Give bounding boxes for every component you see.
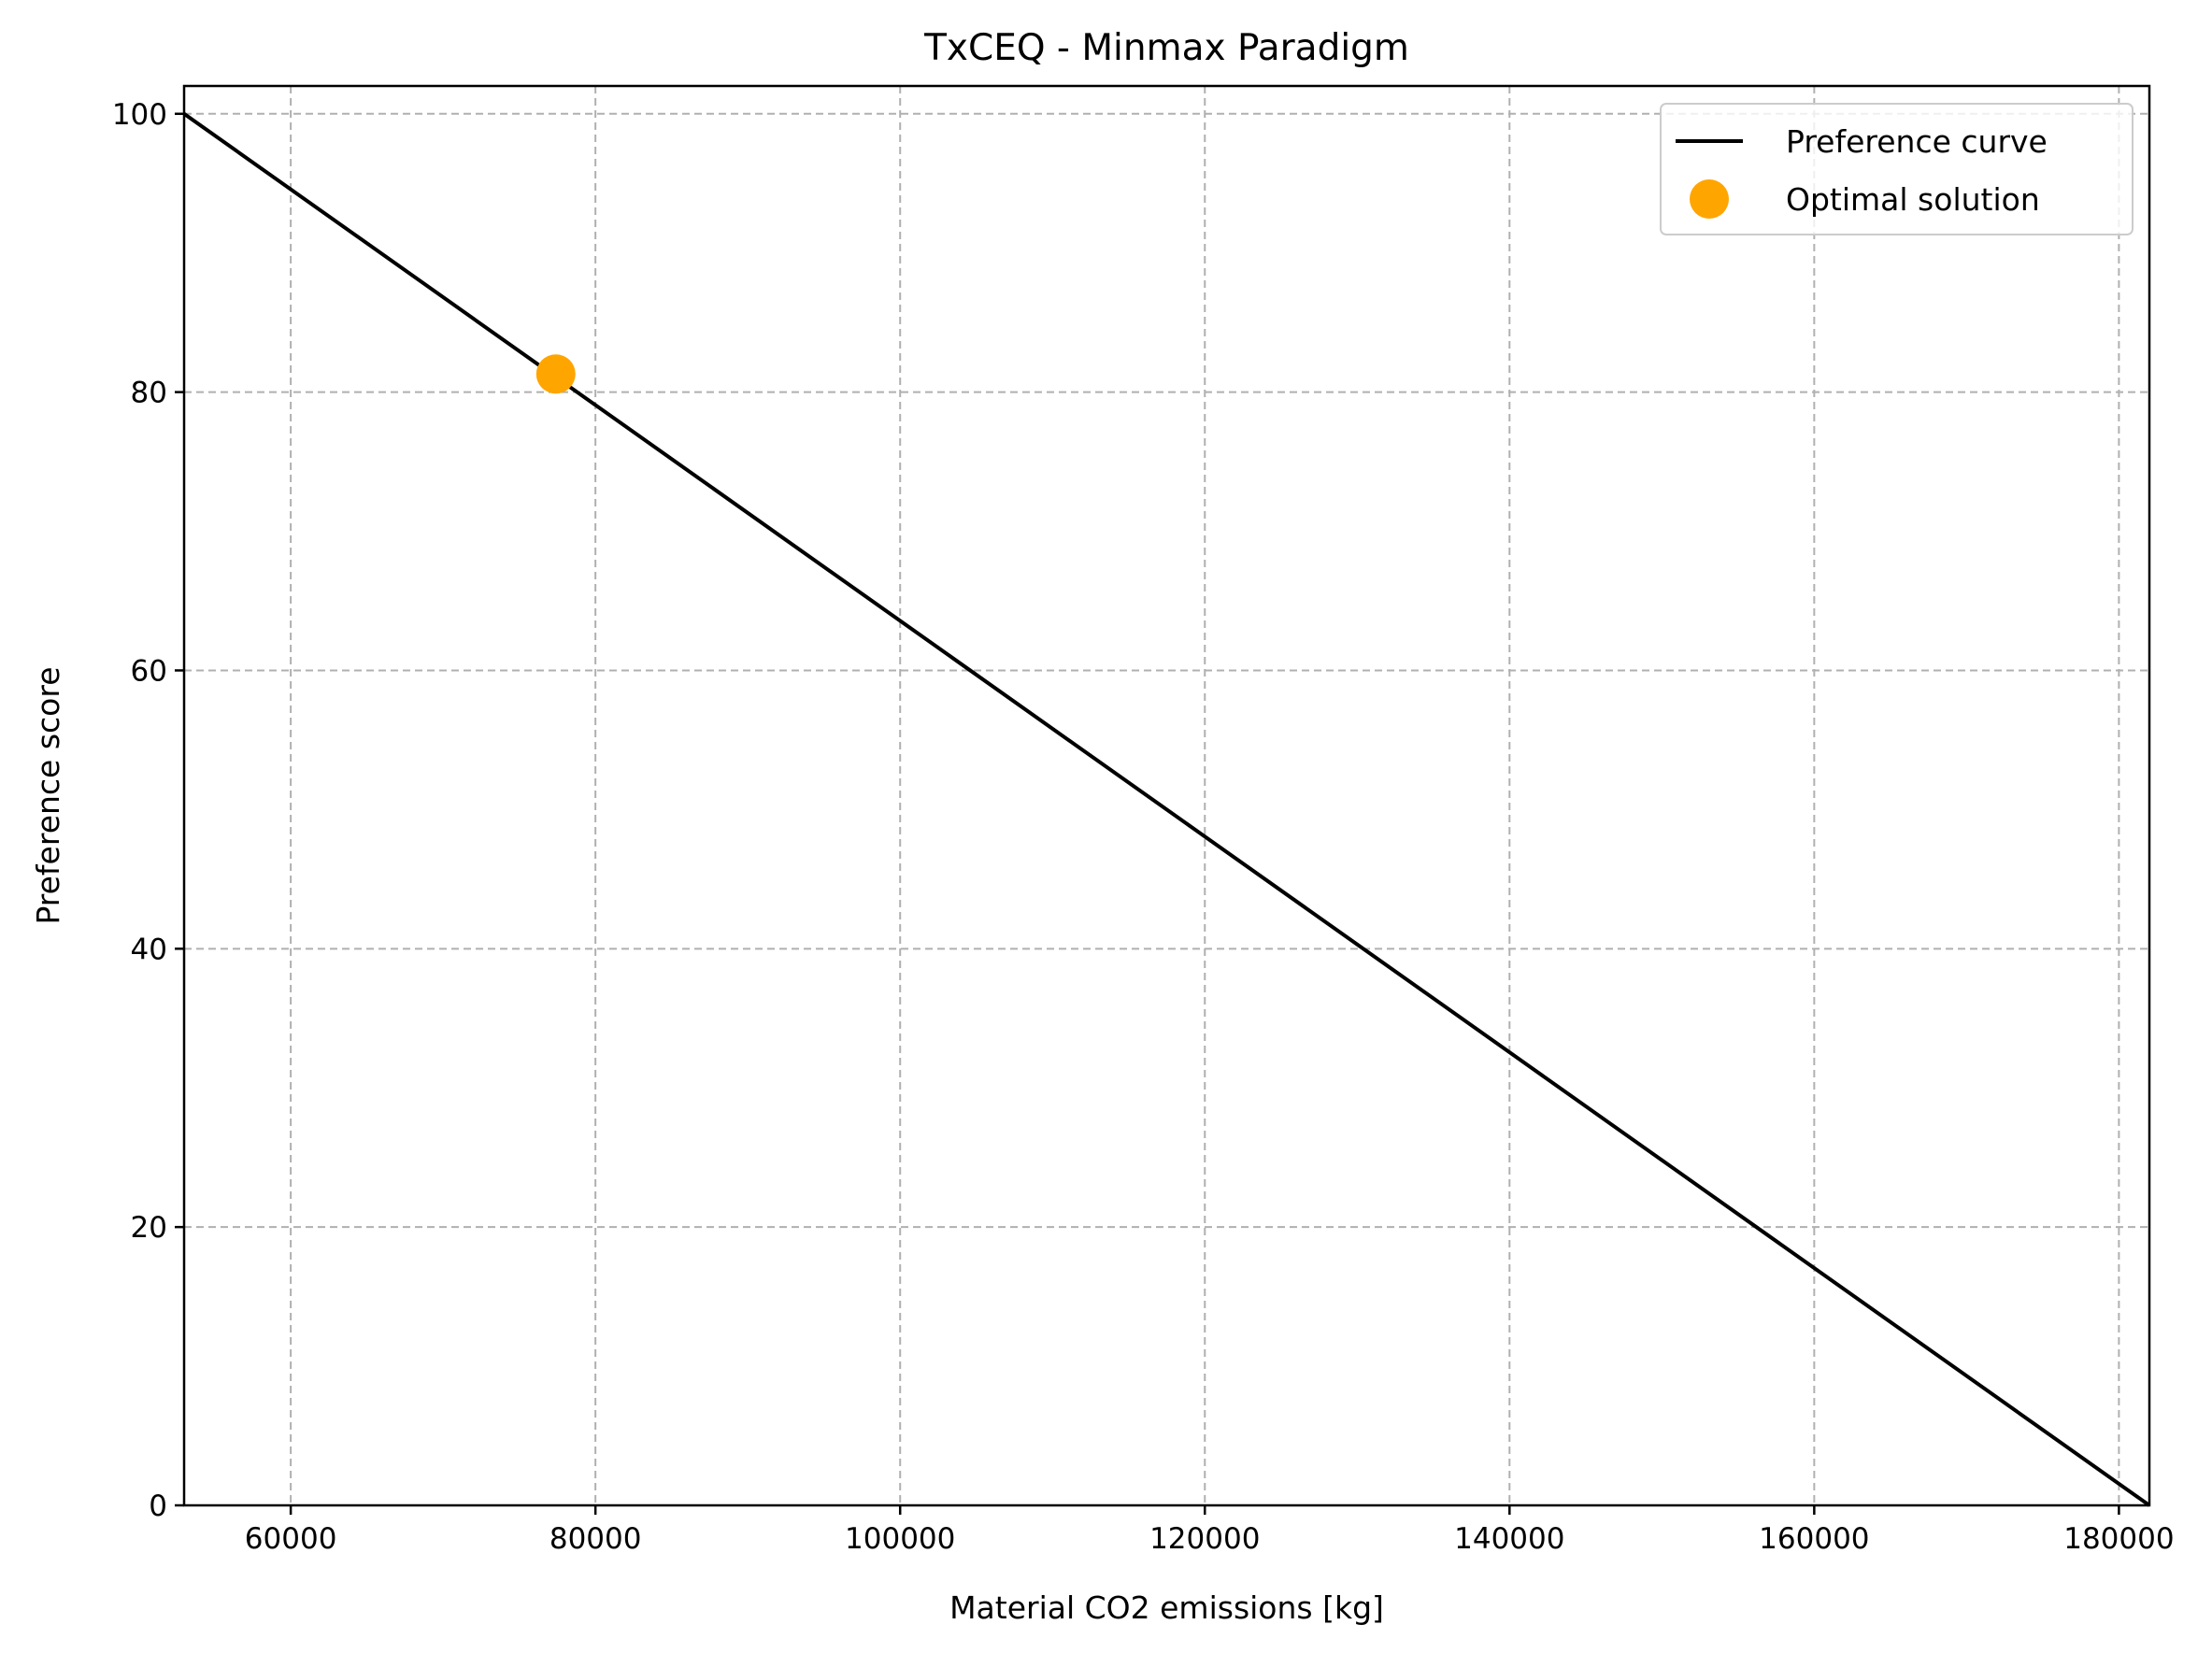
legend-label: Preference curve (1786, 123, 2048, 160)
x-tick-label: 180000 (2063, 1522, 2174, 1556)
y-tick-label: 100 (112, 98, 167, 132)
x-axis-title: Material CO2 emissions [kg] (949, 1589, 1384, 1626)
plot-area (182, 112, 2151, 1507)
y-tick-label: 40 (131, 933, 167, 966)
x-axis: 60000 80000 100000 120000 140000 160000 180000 (245, 1505, 2175, 1556)
x-tick-label: 160000 (1759, 1522, 1869, 1556)
x-tick-label: 80000 (549, 1522, 642, 1556)
chart-title: TxCEQ - Minmax Paradigm (923, 27, 1409, 69)
y-tick-label: 20 (131, 1211, 167, 1245)
y-tick-label: 80 (131, 377, 167, 410)
axes-frame (182, 84, 2151, 1507)
y-axis-title: Preference score (30, 666, 66, 924)
preference-curve-line (182, 112, 2151, 1507)
y-axis: 0 20 40 60 80 100 (112, 98, 184, 1523)
legend-box (1660, 103, 2134, 235)
grid (184, 86, 2149, 1506)
y-tick-label: 60 (131, 654, 167, 688)
x-tick-label: 100000 (845, 1522, 955, 1556)
legend-marker-swatch (1690, 179, 1729, 219)
legend: Preference curve Optimal solution (1660, 103, 2134, 235)
x-tick-label: 60000 (245, 1522, 337, 1556)
x-tick-label: 120000 (1149, 1522, 1260, 1556)
y-tick-label: 0 (149, 1489, 167, 1523)
optimal-solution-point (535, 354, 576, 394)
x-tick-label: 140000 (1454, 1522, 1564, 1556)
legend-label: Optimal solution (1786, 181, 2040, 218)
